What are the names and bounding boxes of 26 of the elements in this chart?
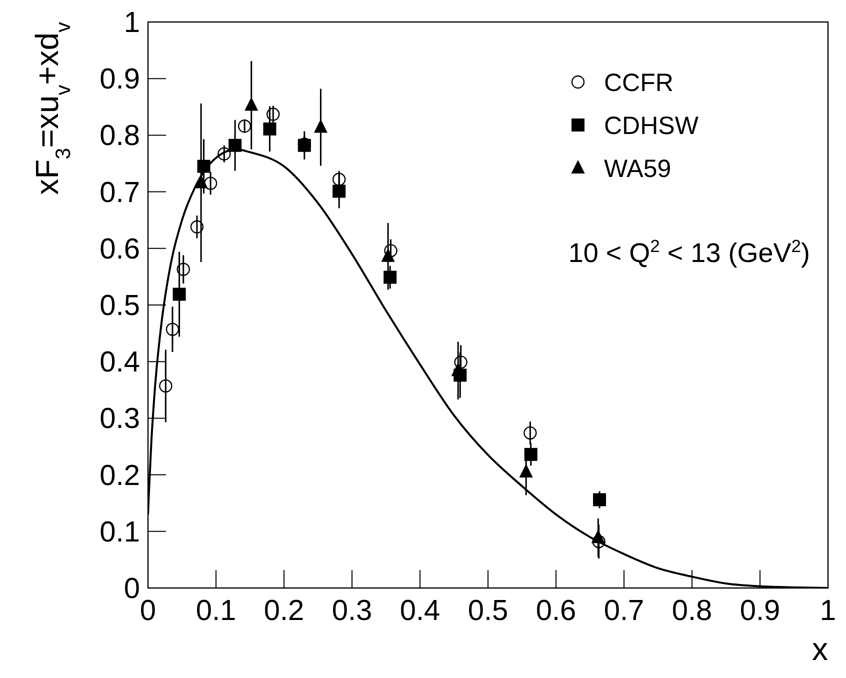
- y-tick-label: 0.7: [100, 176, 140, 209]
- x-tick-label: 0.5: [468, 595, 508, 627]
- y-tick-label: 0: [124, 573, 140, 605]
- y-tick-label: 0.3: [100, 403, 140, 436]
- y-tick-label: 0.2: [100, 460, 140, 492]
- legend-label: CDHSW: [604, 112, 699, 140]
- y-tick-label: 0.6: [100, 233, 140, 266]
- x-tick-label: 1: [820, 595, 836, 627]
- y-tick-label: 0.1: [100, 516, 140, 548]
- x-tick-label: 0.1: [196, 595, 236, 627]
- y-tick-label: 0.8: [100, 120, 140, 152]
- x-tick-label: 0.6: [536, 595, 576, 627]
- y-tick-label: 0.9: [100, 64, 140, 96]
- y-tick-label: 0.4: [100, 346, 140, 379]
- x-tick-label: 0.4: [400, 595, 440, 627]
- y-tick-label: 0.5: [100, 290, 140, 322]
- x-tick-label: 0.8: [672, 595, 712, 627]
- legend-label: WA59: [604, 155, 672, 183]
- x-tick-label: 0.3: [332, 595, 372, 627]
- y-tick-label: 1: [124, 7, 140, 39]
- annotation: 10 < Q$^{2}$ < 13 (GeV$^{2}$): [568, 236, 810, 268]
- x-tick-label: 0.2: [264, 595, 304, 627]
- x-tick-label: 0.7: [604, 595, 644, 627]
- legend-label: CCFR: [604, 69, 674, 97]
- x-axis-title: x: [812, 631, 828, 667]
- x-tick-label: 0.9: [740, 595, 780, 627]
